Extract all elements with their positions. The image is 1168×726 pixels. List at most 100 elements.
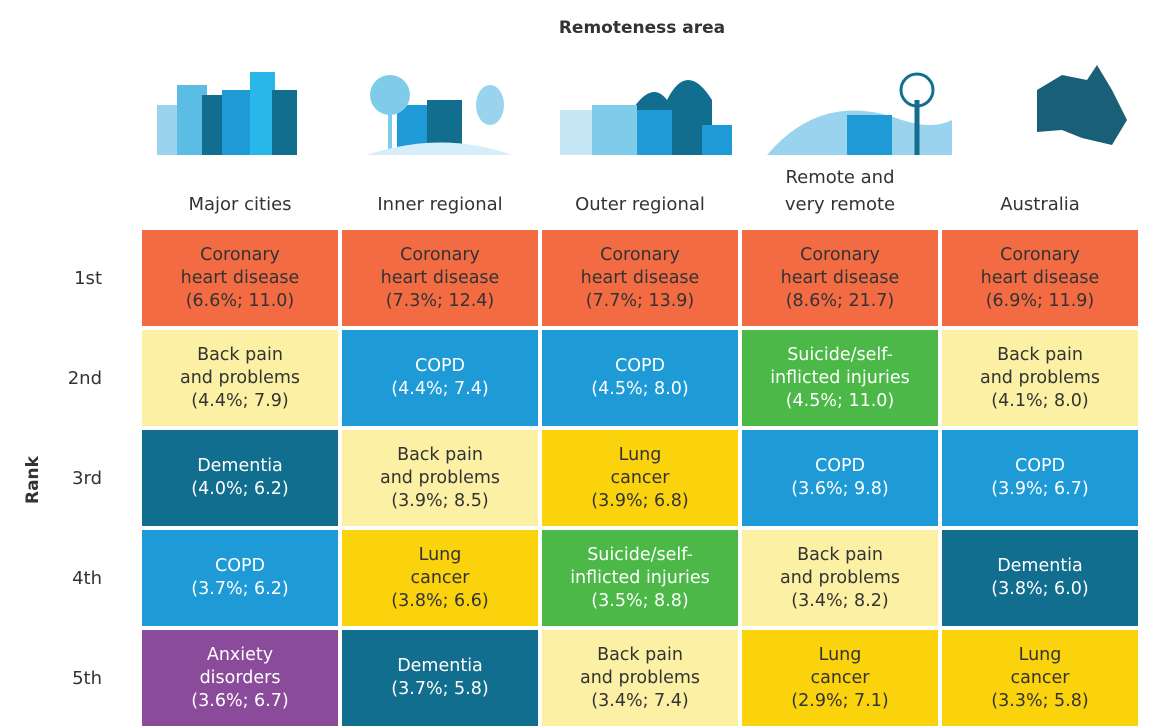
regional-icon xyxy=(367,75,512,155)
cause-label: Coronary xyxy=(200,244,280,265)
table-cell: Back pain and problems (4.4%; 7.9) xyxy=(142,330,338,426)
cause-stats: (3.8%; 6.0) xyxy=(991,579,1089,599)
rank-label: 2nd xyxy=(67,367,102,389)
cause-label: Back pain xyxy=(797,544,883,565)
table-cell: Coronary heart disease (8.6%; 21.7) xyxy=(742,230,938,326)
cause-label: Back pain xyxy=(997,344,1083,365)
column-header-line: Outer regional xyxy=(575,194,705,215)
cause-stats: (4.5%; 8.0) xyxy=(591,379,689,399)
cause-label: Lung xyxy=(1018,644,1062,665)
cause-stats: (3.5%; 8.8) xyxy=(591,590,689,611)
rank-label: 4th xyxy=(72,567,102,589)
outer-regional-icon xyxy=(560,80,732,155)
cause-label: Dementia xyxy=(197,456,283,476)
cause-label: heart disease xyxy=(580,267,700,288)
cause-label: cancer xyxy=(410,567,470,588)
cause-label: disorders xyxy=(199,667,281,688)
rank-label: 1st xyxy=(74,267,102,289)
city-icon xyxy=(157,72,297,155)
column-header: Inner regional xyxy=(342,158,538,218)
cause-stats: (3.7%; 6.2) xyxy=(191,579,289,599)
cause-label: Suicide/self- xyxy=(587,544,693,565)
cause-label: Back pain xyxy=(597,644,683,665)
cause-stats: (3.8%; 6.6) xyxy=(391,590,489,611)
table-cell: Back pain and problems (3.9%; 8.5) xyxy=(342,430,538,526)
table-cell: Lung cancer (3.8%; 6.6) xyxy=(342,530,538,626)
table-cell: Suicide/self-inflicted injuries (4.5%; 11… xyxy=(742,330,938,426)
cause-stats: (3.4%; 8.2) xyxy=(791,590,889,611)
cause-label: heart disease xyxy=(980,267,1100,288)
cause-label: Coronary xyxy=(800,244,880,265)
table-cell: COPD (3.6%; 9.8) xyxy=(742,430,938,526)
cause-label: COPD xyxy=(214,556,266,576)
cause-stats: (4.4%; 7.9) xyxy=(191,390,289,411)
cause-label: COPD xyxy=(1014,456,1066,476)
cause-stats: (4.0%; 6.2) xyxy=(191,479,289,499)
title: Remoteness area xyxy=(558,18,726,38)
cause-label: cancer xyxy=(810,667,870,688)
cause-label: Coronary xyxy=(600,244,680,265)
cause-stats: (3.9%; 8.5) xyxy=(391,490,489,511)
table-cell: Coronary heart disease (7.3%; 12.4) xyxy=(342,230,538,326)
cause-stats: (3.4%; 7.4) xyxy=(591,690,689,711)
cause-label: COPD xyxy=(814,456,866,476)
cause-label: COPD xyxy=(614,356,666,376)
rank-label: 5th xyxy=(72,667,102,689)
table-cell: COPD (4.4%; 7.4) xyxy=(342,330,538,426)
cause-label: Back pain xyxy=(197,344,283,365)
column-header-line: Major cities xyxy=(188,194,292,215)
cause-stats: (7.7%; 13.9) xyxy=(585,290,695,311)
cause-label: Lung xyxy=(418,544,462,565)
column-header: Outer regional xyxy=(542,158,738,218)
table-cell: COPD (4.5%; 8.0) xyxy=(542,330,738,426)
cause-stats: (4.1%; 8.0) xyxy=(991,390,1089,411)
rank-label: 3rd xyxy=(72,467,102,489)
cause-label: COPD xyxy=(414,356,466,376)
cause-label: Coronary xyxy=(400,244,480,265)
column-header-line: Australia xyxy=(1000,194,1080,215)
table-cell: Coronary heart disease (6.9%; 11.9) xyxy=(942,230,1138,326)
table-cell: Dementia (4.0%; 6.2) xyxy=(142,430,338,526)
table-cell: Lung cancer (3.3%; 5.8) xyxy=(942,630,1138,726)
cause-stats: (3.6%; 6.7) xyxy=(191,690,289,711)
cause-label: Dementia xyxy=(397,656,483,676)
column-header: Major cities xyxy=(142,158,338,218)
table-cell: Back pain and problems (4.1%; 8.0) xyxy=(942,330,1138,426)
table-cell: Back pain and problems (3.4%; 8.2) xyxy=(742,530,938,626)
table-cell: Back pain and problems (3.4%; 7.4) xyxy=(542,630,738,726)
cause-label: inflicted injuries xyxy=(570,567,710,588)
cause-label: cancer xyxy=(1010,667,1070,688)
cause-label: cancer xyxy=(610,467,670,488)
table-cell: Dementia (3.8%; 6.0) xyxy=(942,530,1138,626)
cause-stats: (4.4%; 7.4) xyxy=(391,379,489,399)
cause-stats: (3.9%; 6.7) xyxy=(991,479,1089,499)
column-header-line: Inner regional xyxy=(377,194,503,215)
column-header: Remote and very remote xyxy=(742,158,938,218)
cause-label: and problems xyxy=(779,567,900,588)
cause-label: inflicted injuries xyxy=(770,367,910,388)
icons xyxy=(157,65,1127,155)
table-cell: Lung cancer (2.9%; 7.1) xyxy=(742,630,938,726)
cause-label: Anxiety xyxy=(206,644,274,665)
table-cell: Coronary heart disease (7.7%; 13.9) xyxy=(542,230,738,326)
table-cell: Coronary heart disease (6.6%; 11.0) xyxy=(142,230,338,326)
cause-label: and problems xyxy=(979,367,1100,388)
cause-label: Lung xyxy=(818,644,862,665)
cause-label: and problems xyxy=(579,667,700,688)
cause-stats: (3.7%; 5.8) xyxy=(391,679,489,699)
cause-label: heart disease xyxy=(780,267,900,288)
cause-label: heart disease xyxy=(380,267,500,288)
cause-label: Suicide/self- xyxy=(787,344,893,365)
table-cell: Lung cancer (3.9%; 6.8) xyxy=(542,430,738,526)
table-cell: Anxiety disorders (3.6%; 6.7) xyxy=(142,630,338,726)
cause-stats: (7.3%; 12.4) xyxy=(385,290,495,311)
cause-label: Lung xyxy=(618,444,662,465)
cause-label: and problems xyxy=(179,367,300,388)
cause-label: Dementia xyxy=(997,556,1083,576)
cause-stats: (4.5%; 11.0) xyxy=(785,390,895,411)
cause-label: heart disease xyxy=(180,267,300,288)
column-header-line: very remote xyxy=(784,194,896,215)
table-cell: COPD (3.7%; 6.2) xyxy=(142,530,338,626)
row-axis-label: Rank xyxy=(23,456,43,504)
